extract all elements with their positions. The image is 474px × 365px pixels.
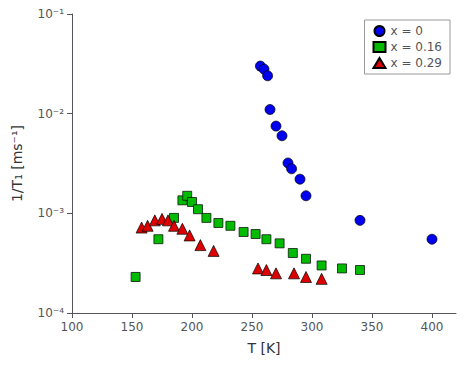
svg-text:300: 300	[301, 320, 324, 334]
svg-text:400: 400	[421, 320, 444, 334]
svg-text:x = 0.29: x = 0.29	[390, 56, 442, 70]
svg-text:250: 250	[241, 320, 264, 334]
svg-text:10⁻¹: 10⁻¹	[38, 7, 65, 21]
svg-text:200: 200	[181, 320, 204, 334]
svg-text:1/T₁ [ms⁻¹]: 1/T₁ [ms⁻¹]	[9, 125, 25, 202]
svg-text:10⁻²: 10⁻²	[38, 107, 65, 121]
svg-text:10⁻⁴: 10⁻⁴	[38, 306, 65, 320]
svg-text:350: 350	[361, 320, 384, 334]
svg-text:100: 100	[61, 320, 84, 334]
svg-text:10⁻³: 10⁻³	[38, 206, 65, 220]
svg-text:x = 0.16: x = 0.16	[390, 40, 442, 54]
svg-text:150: 150	[121, 320, 144, 334]
svg-text:x = 0: x = 0	[390, 24, 422, 38]
svg-text:T [K]: T [K]	[246, 340, 280, 356]
